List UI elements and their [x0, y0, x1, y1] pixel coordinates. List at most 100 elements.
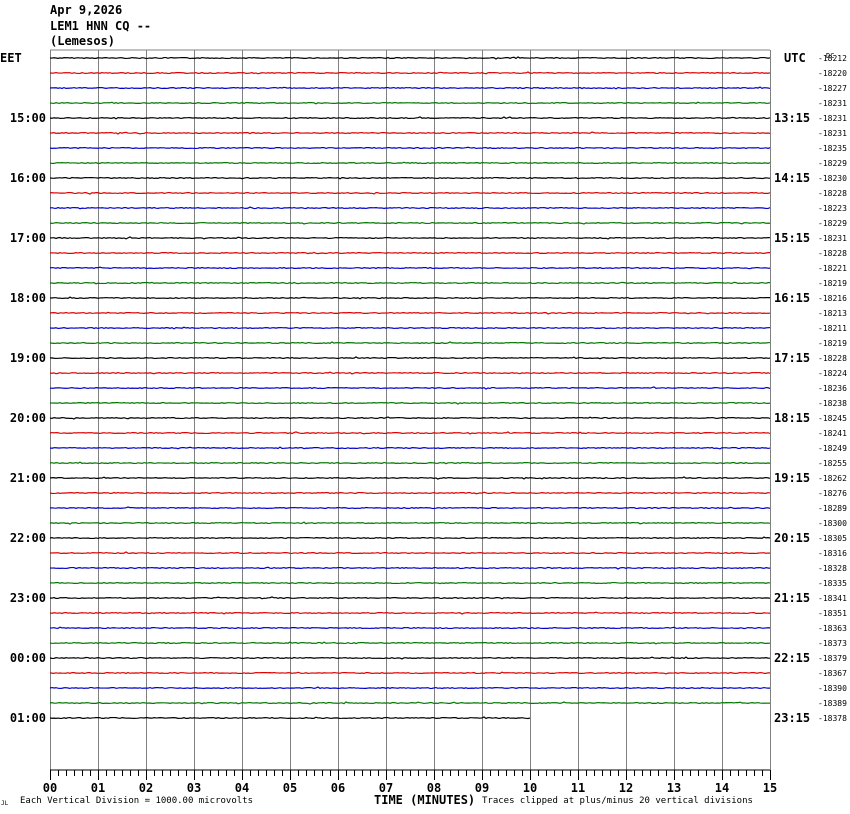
dc-offset-label: -18230 [818, 174, 847, 183]
dc-offset-label: -18245 [818, 414, 847, 423]
dc-offset-label: -18229 [818, 159, 847, 168]
dc-offset-label: -18221 [818, 264, 847, 273]
trace-line [49, 401, 771, 405]
dc-offset-label: -18300 [818, 519, 847, 528]
eet-hour-label: 19:00 [10, 351, 46, 365]
dc-offset-label: -18363 [818, 624, 847, 633]
x-tick-label: 09 [475, 781, 489, 795]
trace-line [49, 521, 771, 525]
plot-date: Apr 9,2026 [50, 3, 123, 17]
minute-grid [50, 49, 771, 770]
x-tick-label: 07 [379, 781, 393, 795]
dc-offset-label: -18224 [818, 369, 847, 378]
eet-hour-label: 21:00 [10, 471, 46, 485]
trace-line [49, 206, 771, 210]
dc-offset-label: -18316 [818, 549, 847, 558]
dc-offset-label: -18231 [818, 114, 847, 123]
trace-line [49, 56, 771, 60]
dc-offset-label: -18289 [818, 504, 847, 513]
dc-offset-label: -18378 [818, 714, 847, 723]
eet-hour-label: 00:00 [10, 651, 46, 665]
dc-offset-label: -18211 [818, 324, 847, 333]
trace-line [49, 311, 771, 315]
trace-line [49, 506, 771, 510]
dc-offset-label: -18231 [818, 99, 847, 108]
x-tick-label: 11 [571, 781, 585, 795]
dc-offset-label: -18351 [818, 609, 847, 618]
trace-line [49, 71, 771, 75]
dc-offset-label: -18219 [818, 339, 847, 348]
utc-hour-label: 16:15 [774, 291, 810, 305]
dc-offset-label: -18220 [818, 69, 847, 78]
dc-offset-label: -18216 [818, 294, 847, 303]
dc-offset-label: -18238 [818, 399, 847, 408]
x-tick-label: 10 [523, 781, 537, 795]
utc-hour-label: 14:15 [774, 171, 810, 185]
axis-labels: -18212 -18220 -18227 -18231 -18231 -18231 -182… [0, 51, 847, 725]
x-tick-label: 14 [715, 781, 729, 795]
utc-hour-label: 18:15 [774, 411, 810, 425]
dc-offset-label: -18236 [818, 384, 847, 393]
trace-line [49, 356, 771, 360]
trace-line [50, 551, 771, 555]
trace-line [49, 626, 771, 630]
trace-line [49, 236, 771, 240]
dc-offset-label: -18335 [818, 579, 847, 588]
dc-offset-label: -18229 [818, 219, 847, 228]
dc-offset-label: -18305 [818, 534, 847, 543]
x-tick-label: 05 [283, 781, 297, 795]
x-tick-label: 06 [331, 781, 345, 795]
eet-hour-label: 01:00 [10, 711, 46, 725]
eet-hour-label: 20:00 [10, 411, 46, 425]
trace-line [49, 191, 771, 195]
utc-hour-label: 20:15 [774, 531, 810, 545]
x-tick-label: 15 [763, 781, 777, 795]
dc-offset-label: -18379 [818, 654, 847, 663]
trace-line [49, 341, 771, 345]
trace-line [49, 416, 771, 420]
dc-offset-label: -18231 [818, 129, 847, 138]
trace-line [49, 581, 771, 585]
trace-line [49, 491, 771, 495]
dc-offset-label: -18328 [818, 564, 847, 573]
dc-offset-label: -18367 [818, 669, 847, 678]
dc-offset-label: -18212 [818, 54, 847, 63]
utc-hour-label: 15:15 [774, 231, 810, 245]
eet-hour-label: 16:00 [10, 171, 46, 185]
trace-line [49, 116, 771, 120]
dc-offset-label: -18231 [818, 234, 847, 243]
utc-hour-label: 22:15 [774, 651, 810, 665]
trace-line [49, 446, 771, 450]
dc-offset-label: -18276 [818, 489, 847, 498]
x-tick-label: 04 [235, 781, 249, 795]
trace-line [49, 671, 771, 675]
dc-offset-label: -18235 [818, 144, 847, 153]
trace-line [49, 686, 770, 690]
dc-offset-label: -18213 [818, 309, 847, 318]
trace-line [49, 701, 771, 705]
left-axis-label: EET [0, 51, 22, 65]
dc-offset-label: -18228 [818, 354, 847, 363]
dc-offset-label: -18389 [818, 699, 847, 708]
x-tick-label: 00 [43, 781, 57, 795]
eet-hour-label: 23:00 [10, 591, 46, 605]
trace-line [49, 611, 771, 615]
trace-line [49, 371, 771, 375]
dc-offset-label: -18219 [818, 279, 847, 288]
seismic-traces [49, 56, 771, 720]
clip-note: Traces clipped at plus/minus 20 vertical… [482, 796, 753, 806]
eet-hour-label: 15:00 [10, 111, 46, 125]
trace-line [49, 131, 771, 135]
time-axis-title: TIME (MINUTES) [374, 793, 476, 807]
trace-line [49, 596, 771, 600]
dc-offset-label: -18249 [818, 444, 847, 453]
x-tick-label: 08 [427, 781, 441, 795]
trace-line [49, 656, 771, 660]
dc-label: DC [826, 52, 834, 60]
station-location: (Lemesos) [50, 34, 116, 48]
x-tick-label: 03 [187, 781, 201, 795]
station-code: LEM1 HNN CQ -- [50, 19, 152, 33]
utc-hour-label: 17:15 [774, 351, 810, 365]
dc-offset-label: -18228 [818, 249, 847, 258]
dc-offset-label: -18341 [818, 594, 847, 603]
